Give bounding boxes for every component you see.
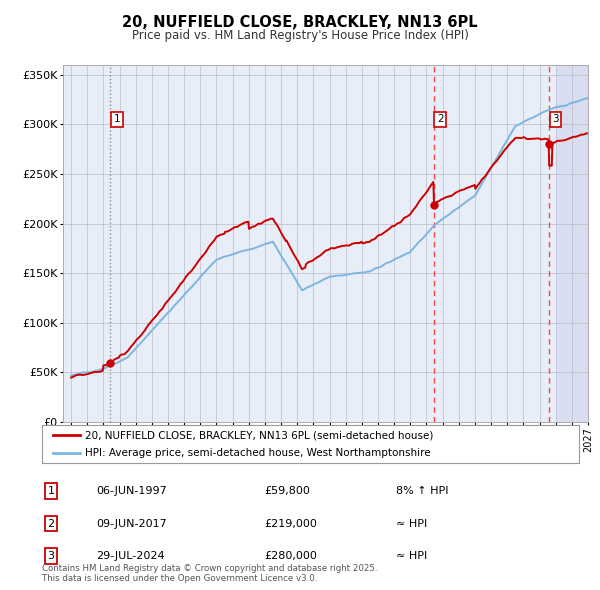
Text: 29-JUL-2024: 29-JUL-2024: [96, 551, 164, 561]
Text: ≈ HPI: ≈ HPI: [396, 551, 427, 561]
Text: 06-JUN-1997: 06-JUN-1997: [96, 486, 167, 496]
Text: 2: 2: [437, 114, 443, 124]
Text: 1: 1: [47, 486, 55, 496]
Text: 3: 3: [47, 551, 55, 561]
Text: 2: 2: [47, 519, 55, 529]
Text: ≈ HPI: ≈ HPI: [396, 519, 427, 529]
Text: 8% ↑ HPI: 8% ↑ HPI: [396, 486, 449, 496]
Text: £280,000: £280,000: [264, 551, 317, 561]
Text: 09-JUN-2017: 09-JUN-2017: [96, 519, 167, 529]
Bar: [557, 65, 588, 422]
Text: Contains HM Land Registry data © Crown copyright and database right 2025.
This d: Contains HM Land Registry data © Crown c…: [42, 563, 377, 583]
Text: HPI: Average price, semi-detached house, West Northamptonshire: HPI: Average price, semi-detached house,…: [85, 448, 431, 458]
Text: 20, NUFFIELD CLOSE, BRACKLEY, NN13 6PL (semi-detached house): 20, NUFFIELD CLOSE, BRACKLEY, NN13 6PL (…: [85, 430, 433, 440]
Text: £59,800: £59,800: [264, 486, 310, 496]
Text: 3: 3: [552, 114, 559, 124]
Text: 1: 1: [114, 114, 121, 124]
Text: 20, NUFFIELD CLOSE, BRACKLEY, NN13 6PL: 20, NUFFIELD CLOSE, BRACKLEY, NN13 6PL: [122, 15, 478, 30]
Text: Price paid vs. HM Land Registry's House Price Index (HPI): Price paid vs. HM Land Registry's House …: [131, 29, 469, 42]
Text: £219,000: £219,000: [264, 519, 317, 529]
